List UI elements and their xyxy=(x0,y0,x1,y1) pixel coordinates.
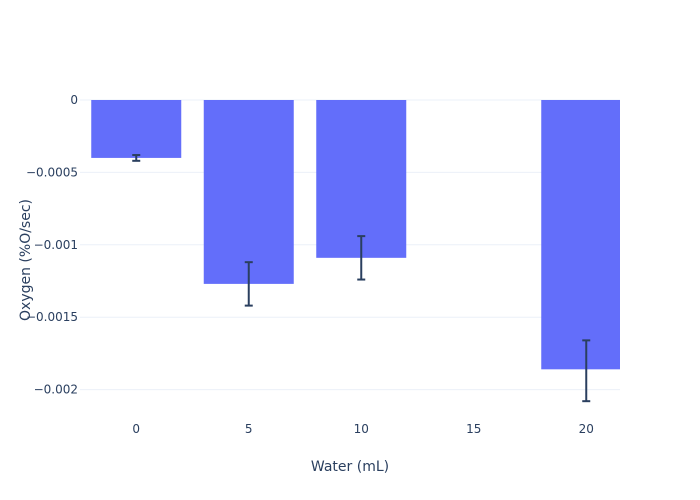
x-axis-title: Water (mL) xyxy=(311,459,389,475)
error-bars xyxy=(132,154,591,403)
x-tick-labels: 0 5 10 15 20 xyxy=(132,422,593,436)
bars xyxy=(91,100,620,370)
error-bar-x-20 xyxy=(582,339,591,403)
x-tick-label: 10 xyxy=(354,422,369,436)
error-bar-x-10 xyxy=(357,235,366,281)
x-tick-label: 5 xyxy=(245,422,253,436)
x-tick-label: 15 xyxy=(466,422,481,436)
bar-x-20 xyxy=(541,100,620,370)
bar-x-0 xyxy=(91,100,182,158)
y-tick-label: −0.001 xyxy=(34,238,78,252)
bar-x-5 xyxy=(203,100,294,284)
y-axis-title: Oxygen (%O/sec) xyxy=(18,199,34,321)
x-tick-label: 20 xyxy=(579,422,594,436)
bar-x-10 xyxy=(316,100,407,258)
y-tick-labels: 0 −0.0005 −0.001 −0.0015 −0.002 xyxy=(26,93,78,397)
y-tick-label: 0 xyxy=(70,93,78,107)
error-bar-x-0 xyxy=(132,154,141,162)
y-tick-label: −0.002 xyxy=(34,383,78,397)
x-tick-label: 0 xyxy=(132,422,140,436)
y-tick-label: −0.0015 xyxy=(26,310,78,324)
error-bar-x-5 xyxy=(244,261,253,307)
y-tick-label: −0.0005 xyxy=(26,165,78,179)
